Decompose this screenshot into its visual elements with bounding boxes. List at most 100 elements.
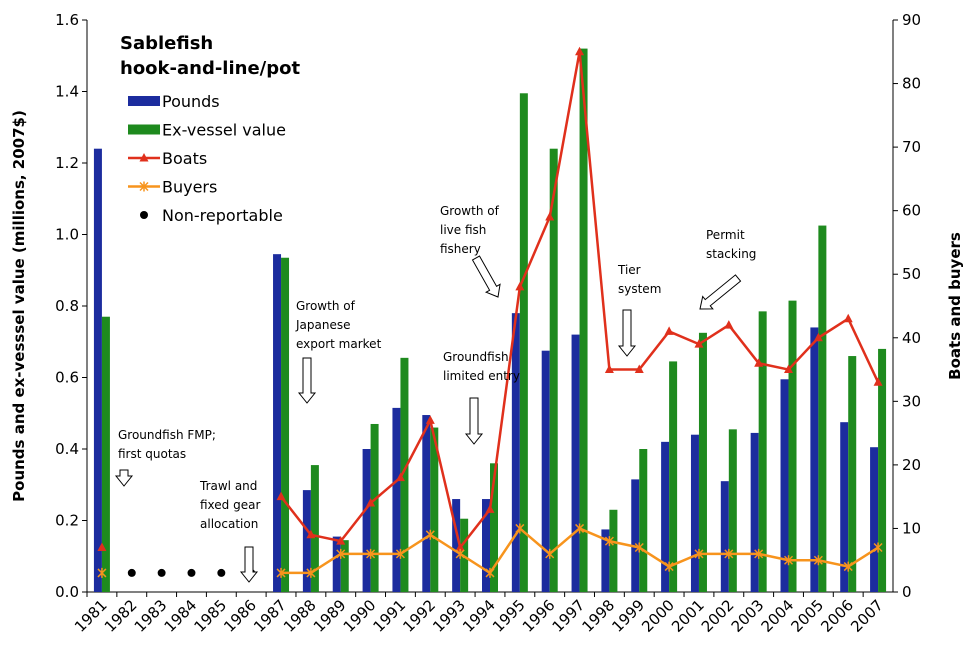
bar: [332, 536, 341, 592]
y-tick-label: 1.6: [55, 11, 79, 29]
y2-tick-label: 20: [902, 456, 921, 474]
bar: [780, 379, 789, 592]
x-tick-label: 1989: [310, 596, 350, 636]
annotation: live fish: [440, 223, 486, 237]
marker: [784, 364, 794, 374]
marker: [754, 358, 764, 367]
x-tick-label: 2006: [817, 596, 857, 636]
marker: [336, 548, 346, 559]
bar: [818, 225, 827, 592]
bar: [571, 334, 580, 592]
marker: [575, 523, 585, 534]
y2-tick-label: 90: [902, 11, 921, 29]
x-tick-label: 1996: [519, 596, 559, 636]
marker: [813, 332, 823, 342]
bar: [609, 509, 618, 592]
legend-symbol: [139, 181, 149, 192]
marker: [515, 281, 525, 291]
annotation-arrow: [699, 274, 742, 310]
marker: [455, 542, 465, 552]
annotation: first quotas: [118, 447, 186, 461]
bar: [511, 313, 520, 592]
marker: [783, 555, 794, 566]
y2-tick-label: 60: [902, 202, 921, 220]
marker: [366, 498, 376, 507]
x-tick-label: 1982: [101, 596, 141, 636]
annotation: Growth of: [296, 299, 356, 313]
marker: [276, 567, 286, 578]
y-axis-title: Pounds and ex-vesssel value (millions, 2…: [10, 110, 28, 502]
bar: [669, 361, 678, 592]
marker: [604, 364, 614, 374]
marker: [485, 504, 495, 513]
marker: [366, 548, 376, 559]
marker: [97, 542, 107, 552]
bar: [362, 449, 371, 592]
x-tick-label: 2007: [847, 596, 887, 636]
bar: [273, 254, 282, 592]
marker: [157, 568, 166, 577]
bar: [750, 432, 759, 592]
y2-tick-label: 80: [902, 75, 921, 93]
x-tick-label: 2003: [728, 596, 768, 636]
legend-swatch: [128, 96, 160, 106]
bar: [370, 423, 379, 592]
y2-tick-label: 50: [902, 265, 921, 283]
y-tick-label: 1.4: [55, 83, 79, 101]
legend-label: Pounds: [162, 92, 220, 111]
legend-marker: [140, 211, 148, 219]
annotation-arrow: [617, 309, 637, 357]
bar: [810, 327, 819, 592]
annotation: Tier: [617, 263, 641, 277]
annotation: allocation: [200, 517, 258, 531]
bar: [400, 357, 409, 592]
legend-swatch: [128, 124, 160, 135]
legend-symbol: [140, 211, 148, 219]
marker: [843, 561, 853, 572]
x-tick-label: 2004: [758, 596, 798, 636]
bar: [430, 427, 439, 592]
marker: [634, 364, 644, 374]
marker: [217, 568, 226, 577]
x-tick-label: 1984: [161, 596, 201, 636]
bar: [728, 429, 737, 592]
x-tick-label: 1994: [459, 596, 499, 636]
bar: [93, 148, 102, 592]
marker: [425, 529, 435, 540]
annotation: Japanese: [295, 318, 351, 332]
chart-title: hook-and-line/pot: [120, 58, 300, 79]
marker: [455, 548, 465, 559]
x-tick-label: 2000: [638, 596, 678, 636]
chart-title: Sablefish: [120, 33, 213, 54]
bar: [281, 257, 290, 592]
x-tick-label: 2001: [668, 596, 708, 636]
y-tick-label: 0.6: [55, 369, 79, 387]
marker: [425, 415, 435, 424]
bar: [720, 481, 729, 592]
annotation: export market: [296, 337, 382, 351]
annotation-arrow: [471, 255, 501, 298]
annotation: fixed gear: [200, 498, 260, 512]
bar: [878, 348, 887, 592]
annotation: Groundfish FMP;: [118, 428, 216, 442]
bar: [579, 48, 588, 593]
marker: [336, 536, 346, 545]
x-tick-label: 1983: [131, 596, 171, 636]
bar: [452, 499, 461, 592]
annotation: Permit: [706, 228, 745, 242]
bar: [392, 407, 401, 592]
x-tick-label: 1993: [429, 596, 469, 636]
legend-label: Boats: [162, 149, 207, 168]
bar: [848, 356, 857, 592]
bar: [340, 540, 349, 592]
x-tick-label: 1981: [71, 596, 111, 636]
marker: [843, 313, 853, 323]
x-tick-label: 2005: [787, 596, 827, 636]
x-tick-label: 1991: [370, 596, 410, 636]
marker: [97, 567, 107, 578]
marker: [395, 472, 405, 482]
bar: [519, 93, 528, 592]
legend-marker: [139, 181, 149, 192]
marker: [187, 568, 196, 577]
